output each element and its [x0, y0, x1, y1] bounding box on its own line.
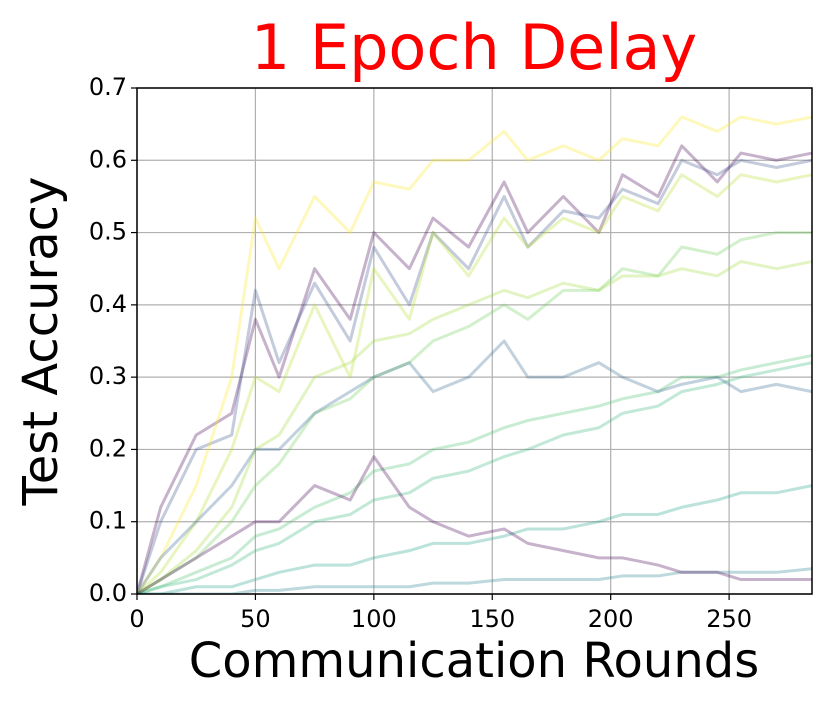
x-tick-label: 150 — [469, 605, 515, 633]
series-line — [137, 158, 812, 594]
y-tick-label: 0.0 — [89, 579, 127, 607]
y-tick-label: 0.1 — [89, 507, 127, 535]
series-line — [137, 484, 812, 594]
x-axis-label: Communication Rounds — [189, 633, 759, 689]
x-tick-label: 100 — [351, 605, 397, 633]
x-tick-label: 250 — [706, 605, 752, 633]
series-line — [137, 339, 812, 594]
series-line — [137, 173, 812, 594]
series-line — [137, 567, 812, 594]
series-line — [137, 259, 812, 594]
y-tick-label: 0.6 — [89, 145, 127, 173]
y-axis-label: Test Accuracy — [13, 177, 69, 507]
series-line — [137, 353, 812, 594]
y-tick-label: 0.5 — [89, 218, 127, 246]
x-tick-label: 50 — [240, 605, 271, 633]
y-tick-label: 0.2 — [89, 434, 127, 462]
y-tick-label: 0.3 — [89, 362, 127, 390]
plot-frame — [136, 87, 813, 595]
y-tick-label: 0.7 — [89, 73, 127, 101]
series-line — [137, 115, 812, 594]
series-line — [137, 361, 812, 594]
lines — [137, 115, 812, 594]
x-tick-label: 200 — [588, 605, 634, 633]
series-line — [137, 231, 812, 594]
chart-title: 1 Epoch Delay — [251, 11, 698, 84]
ticks: 0 50 100 150 200 250 0.0 0.1 0.2 0.3 0.4 0.5 0.6 0.7 — [89, 73, 752, 633]
series-line — [137, 144, 812, 594]
series-line — [137, 455, 812, 594]
y-tick-label: 0.4 — [89, 290, 127, 318]
x-tick-label: 0 — [129, 605, 144, 633]
